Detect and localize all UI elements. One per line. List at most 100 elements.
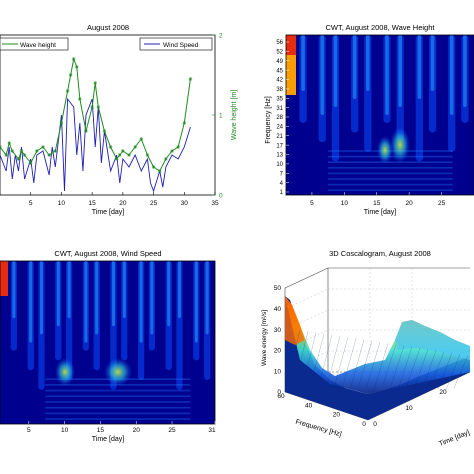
wind-speed-line	[0, 97, 191, 193]
cwt-wave-ylabel: Frequency [Hz]	[265, 96, 272, 144]
cwt-band	[45, 395, 191, 398]
cwt-wave-x-tick-label: 5	[310, 200, 314, 207]
wave-height-markers	[0, 57, 193, 173]
cwt-ridge-core	[449, 35, 454, 115]
cos-z-tick-label: 10	[274, 368, 282, 375]
cwt-ridge-core	[84, 261, 88, 343]
cos-title: 3D Coscalogram, August 2008	[329, 249, 431, 258]
cos-mesh-line	[445, 353, 461, 391]
cwt-wave-y-tick-label: 35	[276, 96, 283, 102]
cwt-ridge-core	[430, 35, 435, 91]
cwt-wave-y-tick-label: 45	[276, 68, 283, 74]
cwt-wave-y-tick-label: 42	[276, 78, 283, 84]
cos-mesh-line	[325, 335, 341, 391]
wave-height-point	[145, 153, 150, 157]
cos-freq-ticks: 0 20 40 60	[277, 393, 366, 428]
cos-z-tick-label: 30	[274, 327, 282, 334]
cwt-wind-x-ticks: 5 10 15 20 25 31	[27, 421, 216, 434]
cwt-ridge-core	[56, 261, 60, 327]
wave-height-point	[74, 65, 79, 69]
wave-height-point	[127, 153, 131, 157]
ts-x-ticks: 5 10 15 20 25 30 35	[29, 192, 219, 207]
wave-height-point	[7, 141, 12, 145]
cos-mesh-line	[349, 339, 365, 391]
wave-height-point	[47, 153, 51, 157]
cos-z-tick-label: 0	[277, 389, 281, 396]
ts-x-tick-label: 25	[150, 200, 158, 207]
cos-mesh-line	[293, 331, 309, 390]
cwt-band	[328, 178, 453, 180]
wave-height-point	[65, 89, 70, 93]
wave-height-point	[121, 149, 125, 153]
legend-wind-speed: Wind Speed	[163, 42, 199, 49]
cwt-ridge-core	[385, 35, 389, 115]
cwt-wind-x-tick-label: 25	[168, 427, 176, 434]
wave-height-point	[157, 169, 162, 173]
cwt-wave-hotspot	[390, 127, 410, 163]
cwt-wave-y-tick-label: 21	[276, 134, 283, 140]
cwt-wind-x-tick-label: 31	[208, 427, 216, 434]
cwt-wind-ridges	[10, 261, 211, 420]
cwt-ridge-core	[398, 35, 403, 107]
panel-cwt-wind: CWT, August 2008, Wind Speed 5 10 15 20 25 31…	[0, 249, 216, 443]
cwt-wave-y-tick-label: 31	[276, 106, 283, 112]
cwt-band	[328, 189, 453, 191]
cos-xlabel: Frequency [Hz]	[295, 419, 343, 439]
cwt-ridge-core	[301, 35, 305, 91]
cos-mesh-line	[309, 333, 325, 389]
cwt-band	[328, 167, 453, 169]
cwt-wave-x-tick-label: 25	[438, 200, 446, 207]
cos-mesh-line	[317, 334, 333, 390]
wave-height-point	[188, 77, 193, 81]
wave-height-point	[182, 121, 187, 125]
cos-time-tick-label: 20	[439, 389, 447, 396]
cwt-ridge-core	[365, 35, 370, 91]
cwt-wind-axes	[0, 260, 216, 425]
cos-freq-tick-label: 20	[333, 412, 341, 419]
legend-wave-height: Wave height	[20, 42, 56, 49]
cos-mesh-line	[453, 355, 469, 389]
ts-legend: Wave height Wind Speed	[0, 37, 213, 51]
wave-height-point	[133, 145, 137, 149]
cos-mesh-line	[429, 351, 445, 389]
cwt-wave-x-ticks: 5 10 15 20 25	[310, 192, 446, 207]
wave-height-point	[53, 149, 58, 153]
cwt-ridge-core	[352, 35, 357, 99]
cwt-wave-y-tick-label: 24	[276, 125, 283, 131]
cwt-wave-y-tick-label: 56	[276, 40, 283, 46]
cos-time-ticks: 0 10 20	[373, 389, 447, 428]
cwt-ridge-core	[194, 261, 198, 343]
cwt-wave-y-tick-label: 38	[276, 87, 283, 93]
cwt-wind-x-tick-label: 5	[27, 427, 31, 434]
cos-z-tick-label: 20	[274, 348, 282, 355]
cwt-wind-title: CWT, August 2008, Wind Speed	[54, 249, 161, 258]
cos-mesh-line	[365, 341, 381, 390]
cwt-wave-title: CWT, August 2008, Wave Height	[326, 23, 436, 32]
ts-x-tick-label: 5	[29, 200, 33, 207]
cwt-ridge-core	[205, 261, 209, 335]
panel-timeseries: August 2008 5 10 15 20 25 30 35 0 1 2 Time [day]…	[0, 23, 238, 216]
cos-mesh-line	[421, 350, 437, 391]
cwt-wave-y-tick-label: 52	[276, 50, 283, 56]
cos-ylabel: Time [day]	[438, 429, 471, 448]
cwt-ridge-core	[12, 261, 16, 319]
cos-mesh-line	[413, 349, 429, 390]
cos-zlabel: Wave energy [m²/s]	[261, 310, 268, 366]
cwt-ridge-core	[111, 261, 116, 327]
cwt-band	[45, 389, 191, 392]
ts-y-right-ticks: 0 1 2	[212, 33, 223, 200]
cwt-band	[328, 172, 453, 175]
cwt-wave-y-tick-label: 1	[280, 190, 284, 196]
cwt-ridge-core	[39, 261, 44, 335]
cos-mesh-line	[405, 347, 421, 389]
cwt-wave-y-tick-label: 10	[276, 162, 283, 168]
wave-height-point	[176, 145, 180, 149]
cwt-wind-hotspot	[104, 358, 132, 386]
wave-height-point	[68, 73, 73, 77]
ts-x-tick-label: 10	[58, 200, 66, 207]
cwt-band	[45, 418, 191, 420]
panel-cwt-wave: CWT, August 2008, Wave Height 5652494542…	[265, 23, 474, 216]
wave-height-point	[41, 145, 45, 149]
cwt-wind-x-tick-label: 10	[61, 427, 69, 434]
